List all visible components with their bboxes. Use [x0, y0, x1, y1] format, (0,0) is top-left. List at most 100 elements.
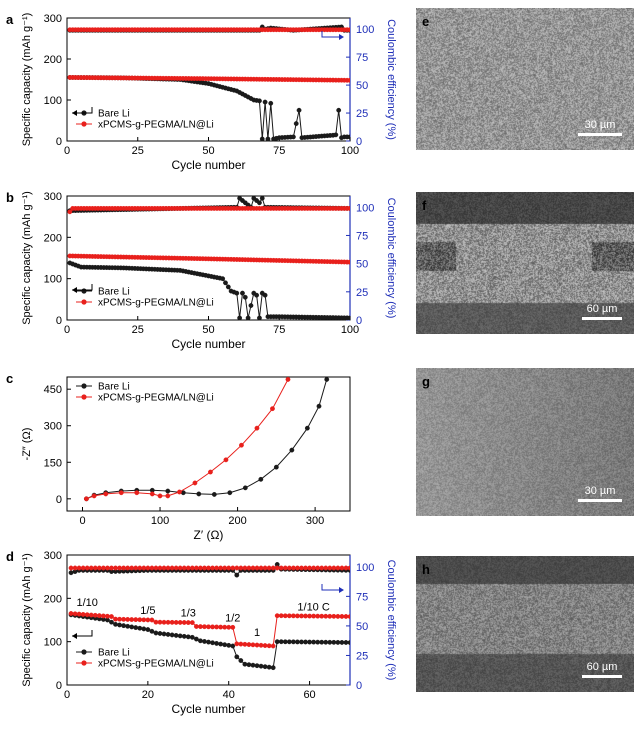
- data-point-d-3-32: [198, 565, 203, 571]
- data-point-d-3-28: [181, 565, 187, 571]
- data-point-b-3-99: [347, 206, 350, 211]
- data-point-d-3-34: [206, 565, 211, 571]
- data-point-d-3-43: [242, 565, 248, 571]
- legend-label-d-1: xPCMS-g-PEGMA/LN@Li: [98, 659, 214, 670]
- data-point-a-0-79: [290, 134, 296, 140]
- data-point-b-0-66: [254, 292, 260, 298]
- data-point-c-0-13: [273, 464, 279, 470]
- data-point-d-3-42: [238, 565, 244, 571]
- data-point-d-1-1: [72, 611, 78, 617]
- y-tick-label-d-2: 200: [44, 593, 62, 605]
- data-point-d-3-49: [266, 565, 272, 571]
- data-point-d-3-12: [117, 565, 122, 571]
- y-tick-label-c-3: 450: [44, 384, 62, 396]
- y-tick-label-d-0: 0: [56, 680, 62, 692]
- data-point-d-3-60: [311, 565, 317, 571]
- y2-tick-label-a-4: 100: [356, 24, 374, 36]
- right-arrow-head-d: [339, 587, 344, 593]
- data-point-d-0-57: [299, 639, 304, 645]
- data-point-d-0-35: [210, 640, 215, 646]
- data-point-d-0-29: [185, 634, 191, 640]
- data-point-d-1-7: [96, 613, 102, 619]
- data-point-d-0-68: [343, 640, 349, 645]
- data-point-d-3-57: [299, 565, 304, 571]
- data-point-d-1-33: [202, 624, 207, 630]
- data-point-d-1-48: [262, 643, 268, 648]
- y-tick-label-c-1: 150: [44, 457, 62, 469]
- x-tick-label-d-2: 40: [223, 689, 235, 701]
- data-point-c-0-14: [289, 447, 295, 453]
- data-point-d-3-67: [339, 565, 345, 571]
- legend-label-b-1: xPCMS-g-PEGMA/LN@Li: [98, 298, 214, 309]
- y2-axis-label-a: Coulombic efficiency (%): [385, 19, 397, 140]
- data-point-d-3-1: [72, 565, 78, 571]
- series-line-c-1: [86, 379, 289, 500]
- data-point-d-1-65: [331, 613, 337, 619]
- scale-bar-f: 60 µm: [582, 303, 622, 320]
- data-point-d-1-45: [250, 642, 256, 648]
- data-point-d-1-19: [145, 617, 151, 623]
- scale-label-f: 60 µm: [586, 303, 618, 315]
- data-point-d-0-18: [141, 626, 147, 632]
- data-point-d-1-51: [274, 613, 280, 619]
- data-point-d-3-47: [258, 565, 264, 571]
- data-point-d-1-55: [290, 613, 296, 619]
- data-point-d-0-52: [278, 639, 284, 645]
- left-arrow-d: [72, 630, 93, 637]
- data-point-d-3-53: [282, 565, 288, 571]
- data-point-b-0-63: [245, 315, 251, 321]
- data-point-b-0-60: [237, 315, 243, 321]
- y-axis-label-b: Specific capacity (mAh g⁻¹): [21, 191, 33, 325]
- data-point-d-0-47: [258, 663, 264, 669]
- data-point-d-3-18: [141, 565, 147, 571]
- data-point-d-0-53: [282, 639, 288, 645]
- data-point-d-3-23: [161, 565, 167, 571]
- y-tick-label-c-2: 300: [44, 421, 62, 433]
- data-point-d-1-39: [226, 624, 232, 630]
- data-point-d-1-14: [125, 617, 131, 622]
- data-point-a-0-71: [268, 100, 274, 106]
- data-point-d-1-68: [343, 614, 349, 619]
- data-point-d-0-50: [270, 665, 276, 671]
- data-point-d-0-20: [149, 628, 155, 634]
- sem-h-texture: [416, 556, 634, 692]
- data-point-d-0-39: [226, 642, 232, 648]
- data-point-d-3-26: [173, 565, 179, 571]
- data-point-d-3-52: [278, 565, 284, 571]
- data-point-d-0-21: [153, 630, 159, 636]
- data-point-d-1-3: [80, 612, 86, 617]
- data-point-c-0-12: [258, 476, 264, 482]
- data-point-d-1-6: [92, 612, 98, 618]
- panel-letter-d: d: [6, 549, 14, 564]
- x-tick-label-a-0: 0: [64, 145, 70, 157]
- data-point-b-2-67: [257, 200, 262, 206]
- y-tick-label-b-3: 300: [44, 191, 62, 203]
- data-point-d-1-61: [315, 613, 321, 619]
- data-point-b-0-61: [240, 290, 245, 296]
- data-point-c-1-11: [223, 457, 229, 463]
- y-tick-label-a-3: 300: [44, 13, 62, 25]
- data-point-d-3-19: [145, 565, 151, 571]
- rate-label-d-3: 1/2: [225, 612, 240, 624]
- data-point-d-3-37: [218, 565, 224, 571]
- data-point-d-3-22: [157, 565, 163, 571]
- data-point-d-1-46: [254, 642, 260, 648]
- data-point-c-1-12: [239, 442, 244, 448]
- y-axis-label-d: Specific capacity (mAh g⁻¹): [21, 553, 33, 687]
- data-point-d-1-8: [100, 613, 106, 619]
- data-point-d-0-69: [347, 640, 350, 645]
- data-point-d-1-16: [133, 617, 139, 623]
- data-point-d-1-30: [189, 620, 195, 625]
- data-point-d-3-39: [226, 565, 232, 571]
- data-point-d-1-50: [270, 643, 276, 649]
- data-point-d-1-47: [258, 642, 264, 648]
- data-point-d-1-58: [303, 613, 308, 619]
- legend-marker-c-0: [81, 383, 87, 389]
- x-tick-label-d-1: 20: [142, 689, 154, 701]
- data-point-d-0-15: [129, 624, 135, 630]
- data-point-c-1-9: [192, 480, 198, 486]
- data-point-d-3-8: [100, 565, 106, 571]
- scale-label-h: 60 µm: [586, 661, 618, 673]
- right-arrow-head-a: [339, 34, 344, 40]
- right-arrow-a: [321, 31, 340, 38]
